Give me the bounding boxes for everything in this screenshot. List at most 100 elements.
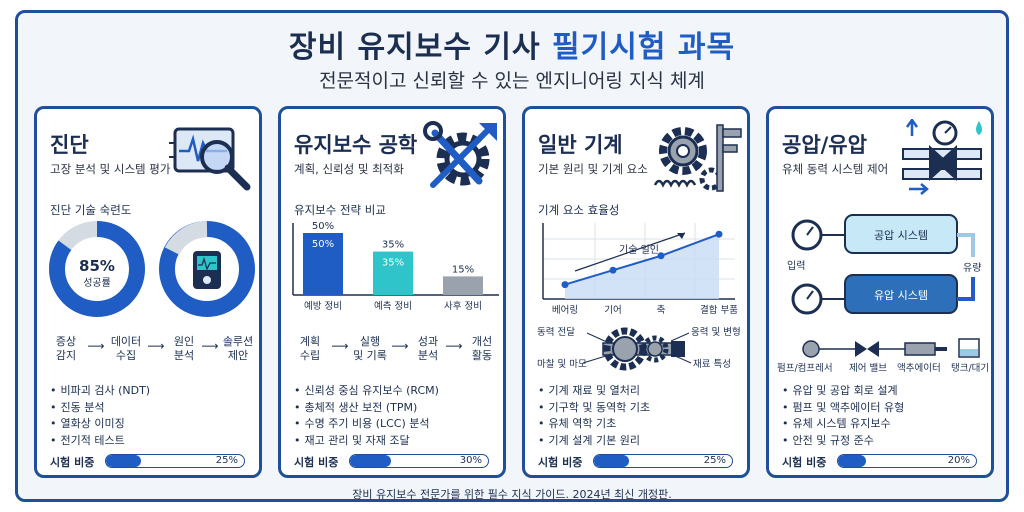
weight-label: 시험 비중: [294, 456, 339, 469]
list-item: 안전 및 규정 준수: [782, 433, 904, 450]
topic-list: 기계 재료 및 열처리 기구학 및 동역학 기초 유체 역학 기초 기계 설계 …: [538, 383, 651, 449]
list-item: 수명 주기 비용 (LCC) 분석: [294, 416, 439, 433]
bar-value-label: 50%: [312, 221, 334, 232]
x-tick-label: 결합 부품: [700, 305, 738, 315]
topic-list: 비파괴 검사 (NDT) 진동 분석 열화상 이미징 전기적 테스트: [50, 383, 151, 450]
mech-label: 응력 및 변형: [691, 326, 741, 338]
bar-inner-label: 50%: [312, 239, 334, 250]
weight-label: 시험 비중: [538, 456, 583, 469]
exam-weight: 시험 비중 25%: [50, 453, 250, 469]
mech-label: 마찰 및 마모: [537, 358, 587, 370]
card-diagnosis: 진단 고장 분석 및 시스템 평가 진단 기술 숙련도 85% 성공률 증상 감…: [34, 106, 262, 478]
data-point: [561, 281, 569, 289]
tank-icon: [958, 338, 980, 358]
data-point: [609, 266, 617, 274]
list-item: 유체 역학 기초: [538, 416, 650, 433]
list-item: 전기적 테스트: [50, 433, 150, 450]
gauge-label: 성공률: [83, 277, 111, 289]
weight-fill: [106, 455, 141, 467]
flow-step: 성과 분석: [417, 335, 439, 362]
card-subtitle: 고장 분석 및 시스템 평가: [50, 162, 171, 176]
arrow-right-icon: ⟶: [391, 339, 409, 353]
fluid-system-diagram: 공압 시스템 유압 시스템 입력 유량 펌프/컴프레서 제어 밸브 액추에이터 …: [777, 214, 989, 374]
meter-device-icon: [193, 251, 221, 289]
weight-value: 20%: [947, 455, 970, 466]
flow-step: 실행 및 기록: [353, 335, 387, 362]
list-item: 펌프 및 액추에이터 유형: [782, 400, 905, 417]
weight-value: 25%: [703, 455, 726, 466]
card-subtitle: 계획, 신뢰성 및 최적화: [294, 162, 404, 176]
weight-value: 30%: [459, 455, 482, 466]
flow-step: 개선 활동: [471, 335, 493, 362]
card-title: 진단: [50, 133, 89, 157]
area-fill: [565, 234, 719, 299]
bar-inner-label: 35%: [382, 258, 404, 269]
flow-step: 원인 분석: [173, 335, 195, 362]
pneumatic-system-label: 공압 시스템: [874, 229, 928, 242]
component-label: 펌프/컴프레서: [777, 362, 833, 374]
arrow-right-icon: ⟶: [147, 339, 165, 353]
process-flow: 계획 수립 ⟶ 실행 및 기록 ⟶ 성과 분석 ⟶ 개선 활동: [289, 335, 499, 371]
weight-label: 시험 비중: [782, 456, 827, 469]
list-item: 비파괴 검사 (NDT): [50, 383, 151, 400]
chart-annotation: 기술 일인: [619, 244, 659, 256]
weight-fill: [594, 455, 629, 467]
x-tick-label: 축: [657, 305, 666, 315]
component-label: 탱크/대기: [951, 363, 989, 374]
flow-step: 데이터 수집: [110, 335, 142, 362]
exam-weight: 시험 비중 25%: [538, 453, 738, 469]
weight-bar: 30%: [349, 454, 489, 468]
bar-category-label: 예방 정비: [304, 301, 342, 312]
bar: [373, 251, 413, 295]
card-pneumatic-hydraulic: 공압/유압 유체 동력 시스템 제어 공압 시스템 유압 시스템 입력 유량 펌…: [766, 106, 994, 478]
flow-step: 계획 수립: [299, 335, 321, 362]
list-item: 열화상 이미징: [50, 416, 150, 433]
card-title: 유지보수 공학: [294, 133, 418, 157]
topic-list: 유압 및 공압 회로 설계 펌프 및 액추에이터 유형 유체 시스템 유지보수 …: [782, 383, 905, 450]
bar: [443, 276, 483, 295]
card-general-mechanics: 일반 기계 기본 원리 및 기계 요소 기계 요소 효율성 기술 일인 베어링 기어…: [522, 106, 750, 478]
weight-fill: [838, 455, 866, 467]
section-label: 기계 요소 효율성: [538, 203, 620, 217]
bar-category-label: 예측 정비: [374, 301, 412, 312]
actuator-icon: [904, 342, 947, 356]
data-point: [715, 230, 723, 238]
page-title: 장비 유지보수 기사 필기시험 과목: [288, 30, 736, 65]
mechanism-diagram: 동력 전달 응력 및 변형 마찰 및 마모 재료 특성: [537, 326, 741, 371]
output-label: 유량: [963, 262, 981, 274]
page-subtitle: 전문적이고 신뢰할 수 있는 엔지니어링 지식 체계: [319, 70, 705, 92]
weight-bar: 25%: [593, 454, 733, 468]
x-tick-label: 기어: [604, 305, 621, 315]
section-label: 유지보수 전략 비교: [294, 203, 386, 217]
card-subtitle: 유체 동력 시스템 제어: [782, 162, 889, 176]
gear-caliper-icon: [653, 124, 742, 192]
card-subtitle: 기본 원리 및 기계 요소: [538, 162, 648, 176]
weight-label: 시험 비중: [50, 456, 95, 469]
component-label: 액추에이터: [897, 362, 941, 374]
bar-value-label: 35%: [382, 240, 404, 251]
proficiency-gauge: 85% 성공률: [49, 221, 255, 317]
arrow-right-icon: ⟶: [331, 339, 349, 353]
flow-step: 증상 감지: [55, 335, 77, 362]
data-point: [657, 252, 665, 260]
topic-list: 신뢰성 중심 유지보수 (RCM) 총체적 생산 보전 (TPM) 수명 주기 …: [294, 383, 439, 449]
process-flow: 증상 감지 ⟶ 데이터 수집 ⟶ 원인 분석 ⟶ 솔루션 제안: [45, 335, 255, 371]
bar-value-label: 15%: [452, 264, 474, 275]
list-item: 기계 재료 및 열처리: [538, 383, 650, 400]
arrow-right-icon: ⟶: [445, 339, 463, 353]
bar: [303, 233, 343, 295]
weight-value: 25%: [215, 455, 238, 466]
arrow-right-icon: ⟶: [87, 339, 105, 353]
x-tick-label: 베어링: [552, 304, 578, 315]
mech-label: 재료 특성: [693, 359, 731, 370]
strategy-bar-chart: 50% 50% 예방 정비 35% 35% 예측 정비 15% 사후 정비: [292, 221, 499, 312]
card-maintenance-engineering: 유지보수 공학 계획, 신뢰성 및 최적화 유지보수 전략 비교 50% 50% 예…: [278, 106, 506, 478]
list-item: 기구학 및 동역학 기초: [538, 400, 651, 417]
list-item: 재고 관리 및 자재 조달: [294, 433, 439, 450]
list-item: 신뢰성 중심 유지보수 (RCM): [294, 383, 439, 400]
valve-gauge-icon: [902, 119, 982, 195]
exam-weight: 시험 비중 30%: [294, 453, 494, 469]
exam-weight: 시험 비중 20%: [782, 453, 982, 469]
weight-bar: 25%: [105, 454, 245, 468]
